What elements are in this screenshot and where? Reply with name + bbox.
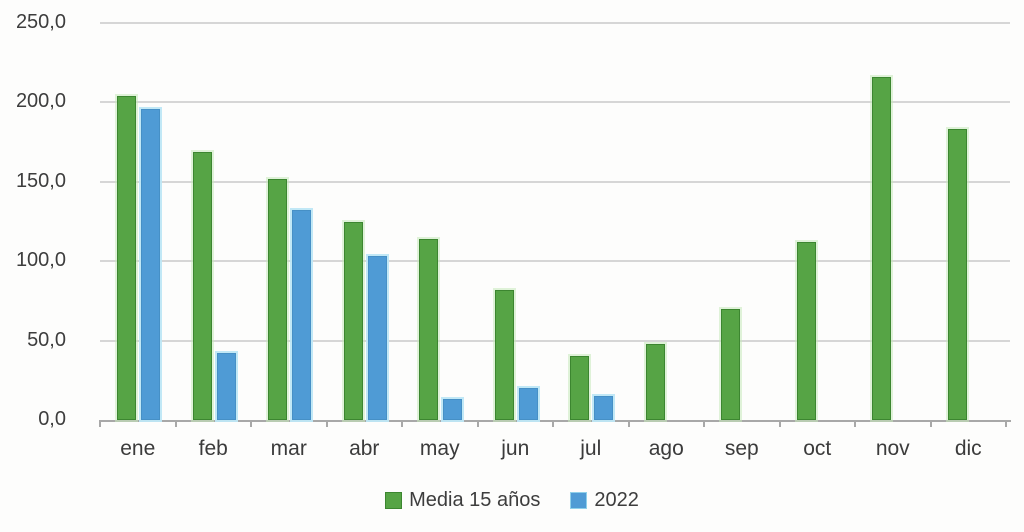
x-axis-tick [325, 422, 328, 427]
x-axis-label-may: may [419, 437, 460, 460]
x-axis-tick [1005, 422, 1007, 427]
bar-media-15-anos-may [419, 238, 439, 420]
bar-2022-abr [367, 256, 387, 420]
x-axis-label-oct: oct [803, 437, 832, 460]
bar-media-15-anos-abr [343, 221, 363, 420]
bar-media-15-anos-oct [796, 242, 816, 420]
x-axis-tick [476, 422, 479, 427]
x-axis-tick [552, 422, 554, 427]
bar-2022-ene [141, 108, 161, 420]
bar-2022-mar [292, 210, 312, 420]
x-axis-tick [703, 422, 705, 427]
x-axis-label-sep: sep [724, 437, 759, 460]
gridline-250 [100, 22, 1010, 24]
y-axis-label: 200,0 [15, 90, 66, 113]
x-axis-tick [174, 422, 177, 427]
x-axis-label-nov: nov [875, 437, 910, 460]
x-axis-label-feb: feb [198, 437, 228, 460]
gridline-50 [100, 339, 1010, 342]
x-axis-label-abr: abr [349, 437, 380, 460]
bar-media-15-anos-jul [570, 356, 590, 420]
x-axis-label-ago: ago [648, 437, 684, 460]
bar-2022-may [443, 399, 463, 420]
bar-2022-jun [518, 388, 538, 420]
x-axis-tick [99, 422, 101, 427]
legend-swatch-media-15-anos-icon [385, 491, 403, 509]
x-axis-tick [401, 422, 403, 427]
bar-media-15-anos-jun [494, 289, 514, 420]
y-axis-label: 250,0 [15, 11, 66, 33]
bar-media-15-anos-sep [721, 308, 741, 420]
legend-label-media-15-anos: Media 15 años [409, 488, 541, 511]
x-axis-label-mar: mar [270, 437, 307, 460]
bar-media-15-anos-dic [947, 129, 967, 420]
y-axis-label: 50,0 [27, 328, 66, 351]
x-axis-label-ene: ene [120, 437, 156, 460]
x-axis-tick [778, 422, 781, 427]
x-axis-tick [250, 422, 252, 427]
legend-label-2022: 2022 [594, 488, 639, 511]
y-axis-label: 100,0 [15, 249, 66, 272]
bar-media-15-anos-nov [872, 76, 892, 420]
bar-2022-feb [216, 353, 236, 420]
x-axis-label-jun: jun [501, 437, 530, 460]
y-axis-label: 150,0 [15, 169, 66, 192]
x-axis-line [99, 420, 1011, 422]
x-axis-tick [929, 422, 932, 427]
gridline-100 [100, 260, 1010, 263]
y-axis-label: 0,0 [38, 408, 66, 430]
x-axis-tick [627, 422, 630, 427]
gridline-200 [100, 101, 1010, 104]
bar-media-15-anos-ene [117, 96, 137, 420]
bar-media-15-anos-mar [268, 178, 288, 420]
legend-item-2022: 2022 [570, 489, 639, 512]
bar-media-15-anos-feb [192, 151, 212, 420]
legend-swatch-2022-icon [570, 491, 588, 509]
x-axis-tick [854, 422, 856, 427]
bar-media-15-anos-ago [645, 343, 665, 420]
x-axis-label-jul: jul [580, 437, 602, 460]
legend-item-media-15-anos: Media 15 años [385, 489, 540, 512]
x-axis-label-dic: dic [954, 437, 982, 460]
gridline-150 [100, 180, 1010, 183]
legend: Media 15 años 2022 [0, 487, 1024, 513]
bar-2022-jul [594, 396, 614, 420]
